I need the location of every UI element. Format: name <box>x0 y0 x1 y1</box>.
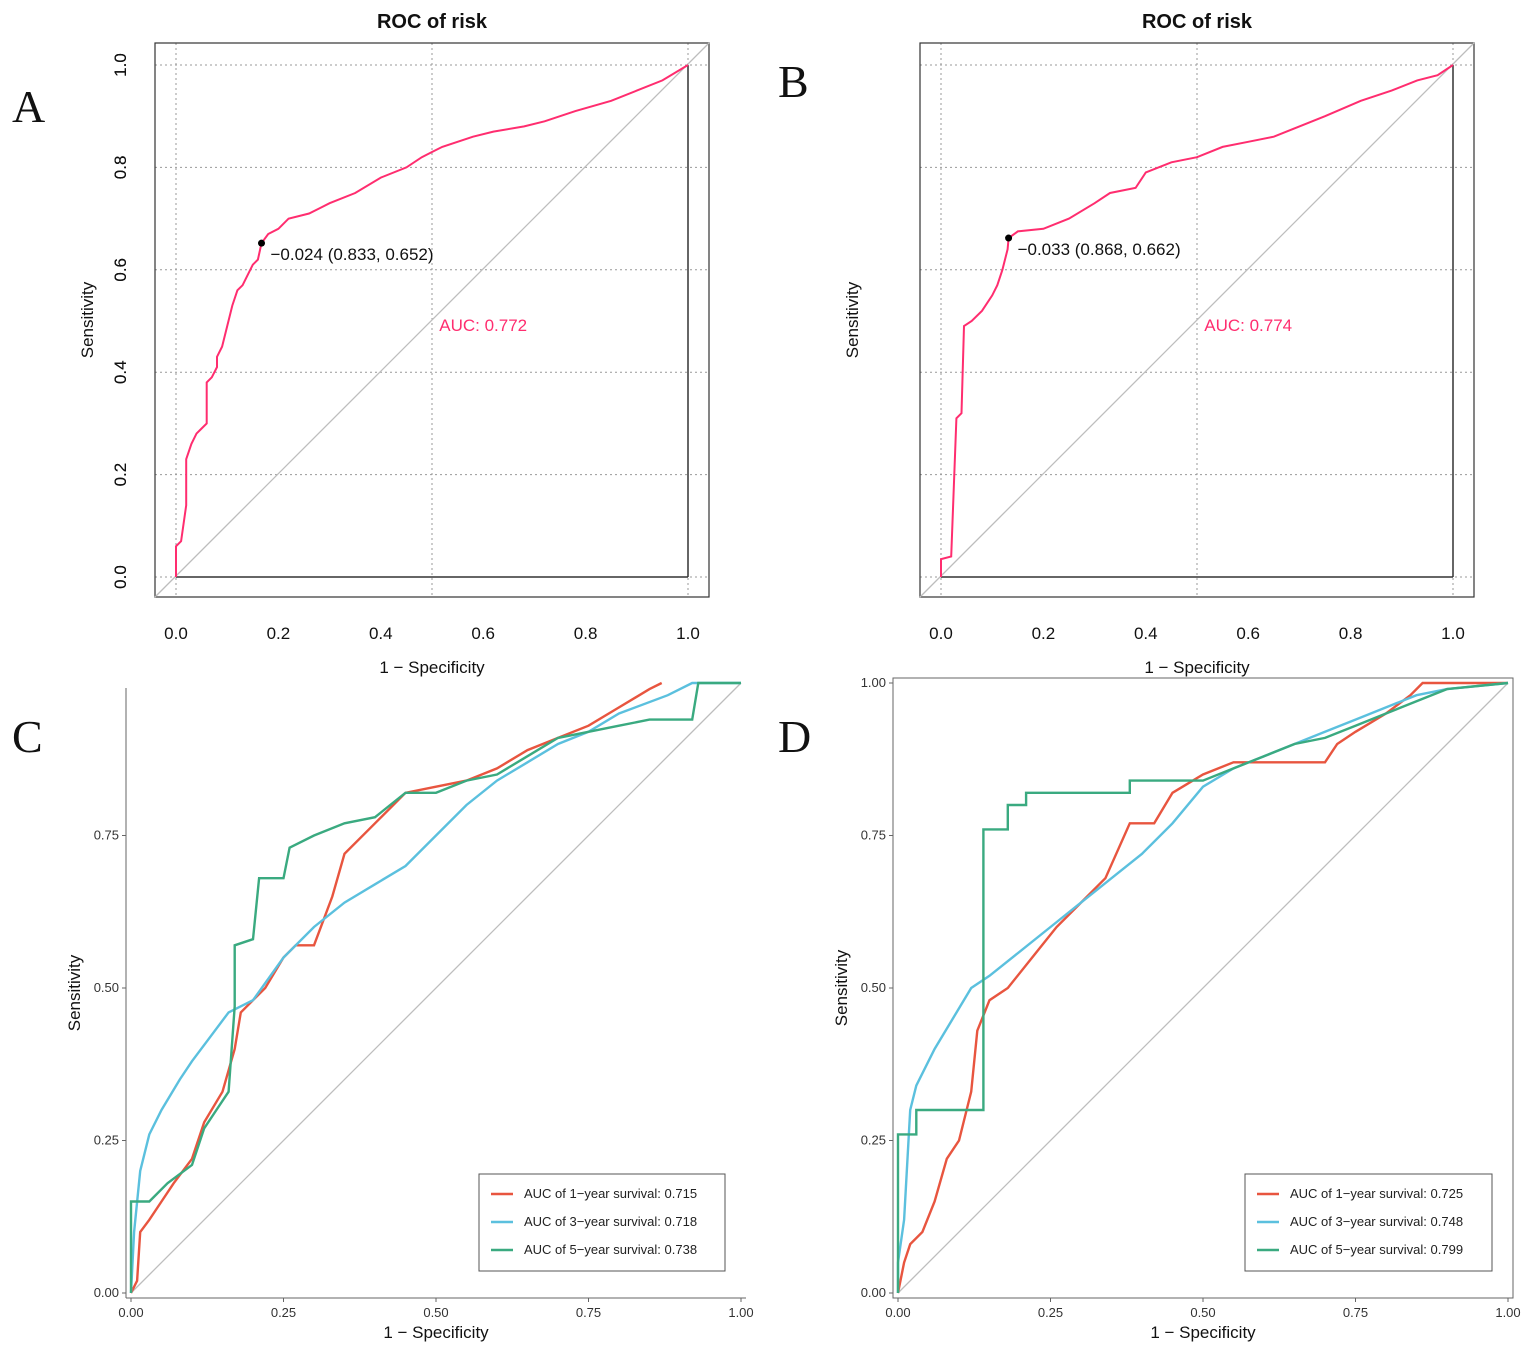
roc-curve <box>175 64 689 577</box>
y-tick-label: 0.6 <box>111 258 130 282</box>
legend-box <box>1244 1173 1493 1272</box>
roc-curve-3-year <box>896 681 1509 1293</box>
y-axis-label: Sensitivity <box>843 281 862 358</box>
y-tick-label: 1.00 <box>861 675 886 690</box>
roc-curve-1-year <box>129 681 663 1294</box>
legend-label: AUC of 1−year survival: 0.725 <box>1290 1186 1463 1201</box>
panel-a: A ROC of risk 0.0 0.2 0.4 0.6 0.8 1.0 0.0 0.2 0.4 0… <box>12 11 710 677</box>
legend-label: AUC of 5−year survival: 0.738 <box>524 1242 697 1257</box>
panel-b: B ROC of risk 0.0 0.2 0.4 0.6 0.8 1.0 0.0 0.2 0.4 0… <box>111 11 1475 677</box>
plot-frame <box>919 42 1475 598</box>
x-tick-label: 0.00 <box>885 1305 910 1320</box>
roc-curve-1-year <box>896 681 1508 1294</box>
diagonal-line <box>919 42 1475 598</box>
y-axis-label: Sensitivity <box>65 954 84 1031</box>
threshold-label: −0.024 (0.833, 0.652) <box>271 245 434 264</box>
legend-label: AUC of 1−year survival: 0.715 <box>524 1186 697 1201</box>
diagonal-line <box>130 682 742 1294</box>
y-tick-label: 0.8 <box>111 156 130 180</box>
y-tick-label: 0.2 <box>111 463 130 487</box>
y-tick-label: 0.00 <box>861 1285 886 1300</box>
x-tick-label: 1.00 <box>728 1305 753 1320</box>
y-tick-label: 0.6 <box>111 258 130 282</box>
x-tick-label: 0.75 <box>1343 1305 1368 1320</box>
panel-letter: D <box>778 711 811 762</box>
x-axis-label: 1 − Specificity <box>1144 658 1250 677</box>
roc-curve-5-year <box>896 681 1509 1293</box>
x-tick-label: 0.4 <box>369 624 393 643</box>
roc-curve-5-year <box>129 681 741 1293</box>
x-tick-label: 1.0 <box>1441 624 1465 643</box>
x-tick-label: 0.2 <box>1032 624 1056 643</box>
x-tick-label: 1.0 <box>676 624 700 643</box>
chart-title: ROC of risk <box>1142 11 1253 33</box>
y-tick-label: 0.4 <box>111 360 130 384</box>
panel-d: D 0.00 0.25 0.50 0.75 1.00 0.00 0.25 0.50 0.75 1.0… <box>778 675 1521 1342</box>
x-tick-label: 0.00 <box>118 1305 143 1320</box>
y-tick-label: 0.50 <box>94 980 119 995</box>
y-tick-label: 0.00 <box>94 1285 119 1300</box>
x-tick-label: 0.4 <box>1134 624 1158 643</box>
x-tick-label: 1.00 <box>1495 1305 1520 1320</box>
y-tick-label: 0.0 <box>111 565 130 589</box>
legend-label: AUC of 3−year survival: 0.748 <box>1290 1214 1463 1229</box>
auc-label: AUC: 0.774 <box>1204 316 1292 335</box>
panel-letter: B <box>778 56 809 107</box>
x-tick-label: 0.25 <box>1038 1305 1063 1320</box>
x-tick-label: 0.50 <box>423 1305 448 1320</box>
x-tick-label: 0.50 <box>1190 1305 1215 1320</box>
y-tick-label: 0.75 <box>94 828 119 843</box>
roc-curve <box>940 64 1454 577</box>
y-tick-label: 0.75 <box>861 828 886 843</box>
x-tick-label: 0.8 <box>1339 624 1363 643</box>
y-tick-label: 0.4 <box>111 360 130 384</box>
x-tick-label: 0.0 <box>164 624 188 643</box>
diagonal-line <box>897 682 1509 1294</box>
legend-label: AUC of 3−year survival: 0.718 <box>524 1214 697 1229</box>
y-tick-label: 0.0 <box>111 565 130 589</box>
y-tick-label: 0.25 <box>861 1133 886 1148</box>
y-tick-label: 1.0 <box>111 53 130 77</box>
x-tick-label: 0.8 <box>574 624 598 643</box>
y-tick-label: 0.50 <box>861 980 886 995</box>
diagonal-line <box>154 42 710 598</box>
x-tick-label: 0.75 <box>576 1305 601 1320</box>
legend-box <box>478 1173 726 1272</box>
x-axis-label: 1 − Specificity <box>383 1323 489 1342</box>
x-tick-label: 0.0 <box>929 624 953 643</box>
x-tick-label: 0.6 <box>471 624 495 643</box>
y-axis-label: Sensitivity <box>78 281 97 358</box>
x-tick-label: 0.25 <box>271 1305 296 1320</box>
y-tick-label: 0.25 <box>94 1133 119 1148</box>
threshold-point <box>258 239 266 247</box>
threshold-point <box>1005 234 1013 242</box>
threshold-label: −0.033 (0.868, 0.662) <box>1018 240 1181 259</box>
y-axis-label: Sensitivity <box>832 949 851 1026</box>
panel-c: C 0.00 0.25 0.50 0.75 1.00 0.00 0.25 0.50 0.75 1 −… <box>12 681 754 1342</box>
auc-label: AUC: 0.772 <box>439 316 527 335</box>
panel-letter: C <box>12 711 43 762</box>
x-tick-label: 0.6 <box>1236 624 1260 643</box>
x-axis-label: 1 − Specificity <box>1150 1323 1256 1342</box>
y-tick-label: 1.0 <box>111 53 130 77</box>
x-tick-label: 0.2 <box>267 624 291 643</box>
y-tick-label: 0.8 <box>111 156 130 180</box>
panel-letter: A <box>12 81 45 132</box>
chart-title: ROC of risk <box>377 11 488 33</box>
x-axis-label: 1 − Specificity <box>379 658 485 677</box>
plot-frame <box>154 42 710 598</box>
y-tick-label: 0.2 <box>111 463 130 487</box>
legend-label: AUC of 5−year survival: 0.799 <box>1290 1242 1463 1257</box>
